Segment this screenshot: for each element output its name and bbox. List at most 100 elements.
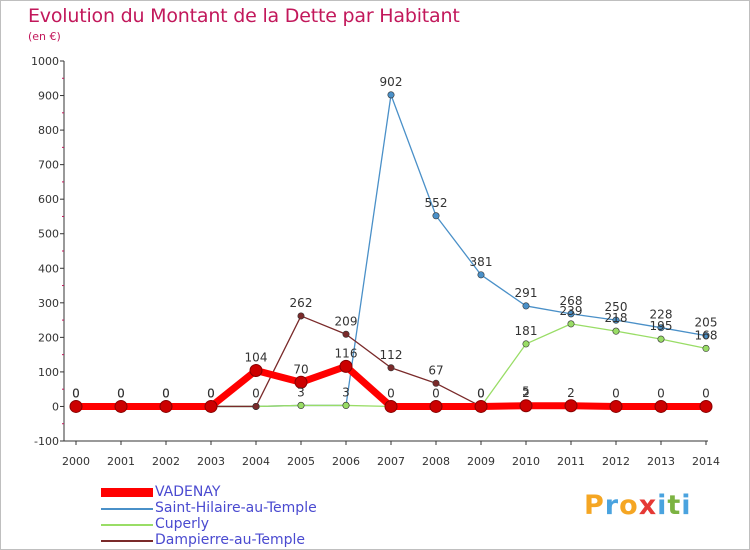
data-label: 195 (650, 319, 673, 333)
legend-swatch (101, 508, 153, 510)
brand-letter: i (657, 490, 668, 521)
brand-letter: o (619, 490, 639, 521)
x-tick-label: 2014 (692, 455, 720, 468)
legend-swatch (101, 524, 153, 526)
chart-subtitle: (en €) (28, 30, 61, 43)
data-label: 112 (380, 348, 403, 362)
data-label: 3 (297, 385, 305, 399)
data-label: 0 (117, 386, 125, 400)
data-label: 0 (207, 386, 215, 400)
data-label: 0 (657, 386, 665, 400)
data-point (342, 330, 350, 338)
data-label: 0 (72, 386, 80, 400)
data-point (294, 375, 308, 389)
brand-logo: Proxiti (584, 490, 692, 521)
data-point (159, 399, 173, 413)
brand-letter: P (584, 490, 605, 521)
data-label: 205 (695, 316, 718, 330)
x-tick-label: 2012 (602, 455, 630, 468)
data-point (384, 399, 398, 413)
y-tick-label: 1000 (31, 55, 59, 68)
x-tick-label: 2001 (107, 455, 135, 468)
y-tick-label: 100 (38, 366, 59, 379)
data-label: 0 (252, 386, 260, 400)
data-point (252, 402, 260, 410)
data-label: 181 (515, 324, 538, 338)
data-label: 0 (117, 386, 125, 400)
data-point (387, 91, 395, 99)
data-label: 70 (293, 362, 308, 376)
x-tick-label: 2011 (557, 455, 585, 468)
y-tick-label: 500 (38, 228, 59, 241)
legend-label: Saint-Hilaire-au-Temple (155, 500, 317, 516)
data-point (342, 401, 350, 409)
y-tick-label: 0 (52, 400, 59, 413)
y-tick-label: 300 (38, 297, 59, 310)
x-tick-label: 2005 (287, 455, 315, 468)
y-tick-label: 900 (38, 90, 59, 103)
data-point (114, 399, 128, 413)
data-label: 0 (612, 386, 620, 400)
data-label: 268 (560, 294, 583, 308)
data-label: 0 (207, 386, 215, 400)
data-point (699, 399, 713, 413)
data-label: 67 (428, 363, 443, 377)
data-point (69, 399, 83, 413)
data-point (204, 399, 218, 413)
data-point (249, 364, 263, 378)
data-point (702, 332, 710, 340)
data-point (522, 302, 530, 310)
data-label: 0 (72, 386, 80, 400)
data-point (387, 364, 395, 372)
data-point (339, 359, 353, 373)
chart-title: Evolution du Montant de la Dette par Hab… (28, 5, 460, 27)
data-label: 0 (702, 386, 710, 400)
data-label: 291 (515, 286, 538, 300)
data-label: 0 (162, 386, 170, 400)
x-tick-label: 2013 (647, 455, 675, 468)
data-label: 3 (342, 385, 350, 399)
y-tick-label: 800 (38, 124, 59, 137)
x-tick-label: 2003 (197, 455, 225, 468)
x-tick-label: 2002 (152, 455, 180, 468)
legend-item: VADENAY (101, 484, 401, 501)
data-point (519, 399, 533, 413)
data-point (297, 312, 305, 320)
data-label: 5 (522, 385, 530, 399)
y-tick-label: 400 (38, 262, 59, 275)
brand-letter: i (681, 490, 692, 521)
data-point (612, 327, 620, 335)
y-tick-label: 200 (38, 331, 59, 344)
data-label: 0 (432, 386, 440, 400)
data-label: 2 (522, 386, 530, 400)
x-tick-label: 2010 (512, 455, 540, 468)
legend-item: Saint-Hilaire-au-Temple (101, 500, 401, 517)
data-label: 902 (380, 75, 403, 89)
data-point (654, 399, 668, 413)
legend-label: VADENAY (155, 484, 221, 500)
data-label: 218 (605, 311, 628, 325)
data-label: 104 (245, 351, 268, 365)
data-label: 0 (477, 386, 485, 400)
data-point (474, 399, 488, 413)
data-label: 381 (470, 255, 493, 269)
data-point (657, 324, 665, 332)
data-point (432, 379, 440, 387)
data-label: 239 (560, 304, 583, 318)
x-tick-label: 2009 (467, 455, 495, 468)
data-label: 250 (605, 300, 628, 314)
data-label: 0 (387, 386, 395, 400)
legend-swatch (101, 488, 153, 497)
data-point (297, 401, 305, 409)
y-tick-label: 700 (38, 159, 59, 172)
x-tick-label: 2008 (422, 455, 450, 468)
data-point (567, 310, 575, 318)
data-label: 168 (695, 328, 718, 342)
data-point (477, 271, 485, 279)
x-tick-label: 2007 (377, 455, 405, 468)
data-label: 116 (335, 346, 358, 360)
data-label: 552 (425, 196, 448, 210)
data-point (567, 320, 575, 328)
data-label: 262 (290, 296, 313, 310)
legend-label: Dampierre-au-Temple (155, 532, 306, 548)
